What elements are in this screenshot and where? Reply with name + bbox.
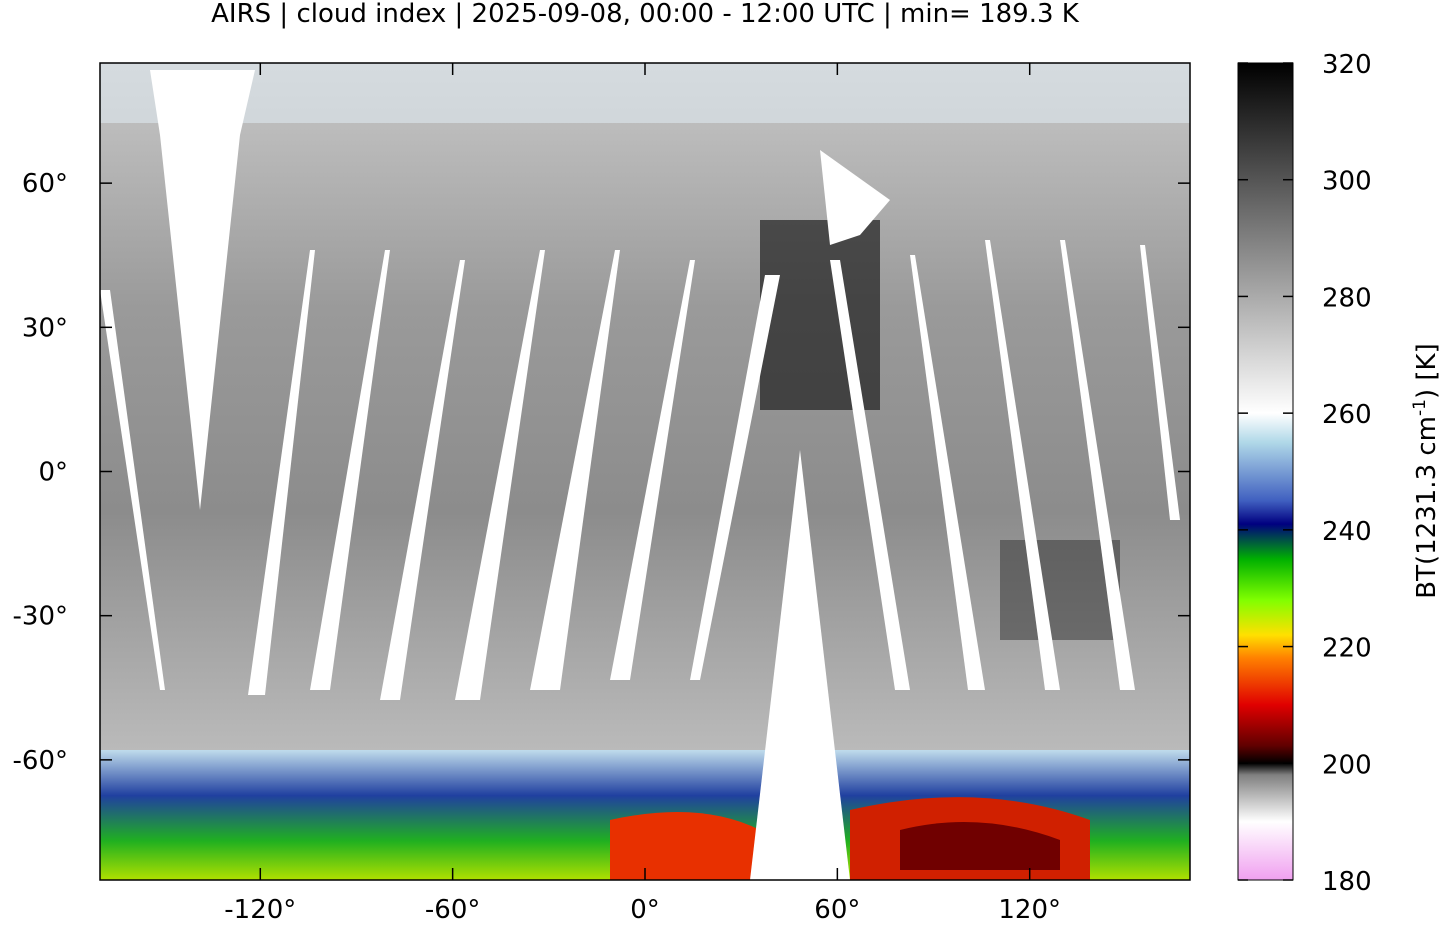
x-tick-label: 0°: [630, 895, 660, 925]
colorbar-tick-label: 200: [1322, 750, 1372, 780]
x-tick-label: 60°: [814, 895, 860, 925]
map-image: [100, 63, 1190, 880]
colorbar-tick-label: 240: [1322, 517, 1372, 547]
colorbar-label: BT(1231.3 cm-1) [K]: [1410, 343, 1442, 598]
x-tick-label: -120°: [224, 895, 296, 925]
y-tick-label: 0°: [38, 458, 68, 488]
colorbar-tick-label: 300: [1322, 167, 1372, 197]
label-text: BT(1231.3 cm: [1412, 416, 1442, 599]
label-superscript: -1: [1410, 399, 1430, 416]
y-tick-label: 30°: [22, 313, 68, 343]
colorbar-tick-label: 180: [1322, 867, 1372, 897]
colorbar: [1237, 62, 1294, 881]
colorbar-tick-label: 320: [1322, 50, 1372, 80]
y-tick-label: -30°: [13, 602, 68, 632]
label-text: ) [K]: [1412, 343, 1442, 399]
chart-title: AIRS | cloud index | 2025-09-08, 00:00 -…: [211, 0, 1080, 29]
colorbar-tick-label: 280: [1322, 283, 1372, 313]
colorbar-tick-label: 220: [1322, 634, 1372, 664]
y-tick-label: 60°: [22, 169, 68, 199]
colorbar-tick-label: 260: [1322, 400, 1372, 430]
x-tick-label: -60°: [425, 895, 480, 925]
y-tick-label: -60°: [13, 746, 68, 776]
x-tick-label: 120°: [998, 895, 1061, 925]
